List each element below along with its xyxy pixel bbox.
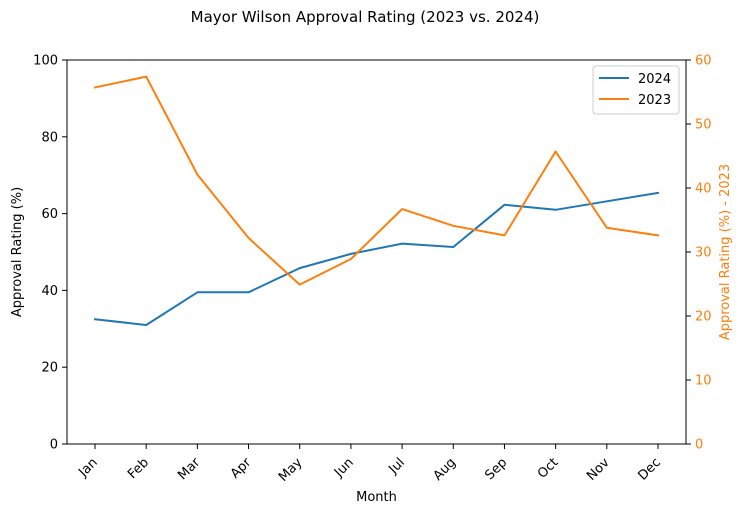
chart-title: Mayor Wilson Approval Rating (2023 vs. 2… (191, 8, 540, 26)
x-tick-label: Mar (175, 455, 203, 483)
x-tick-label: Apr (228, 455, 255, 482)
series-layer (93, 75, 660, 326)
x-tick-label: Jan (75, 455, 100, 480)
x-tick-label: Jun (331, 455, 357, 481)
x-tick-label: Nov (584, 455, 613, 484)
x-tick-label: Aug (431, 455, 460, 484)
y-axis-right: 0 10 20 30 40 50 60 (686, 54, 712, 453)
y-tick-label-right: 20 (695, 310, 712, 325)
legend-label-2023: 2023 (638, 93, 671, 108)
plot-area (67, 60, 686, 444)
y-tick-label-right: 60 (695, 54, 712, 69)
x-tick-label: Sep (482, 455, 510, 483)
y-tick-label-right: 40 (695, 182, 712, 197)
y-axis-title-right: Approval Rating (%) - 2023 (718, 164, 733, 340)
y-axis-title-left: Approval Rating (%) (10, 187, 25, 317)
y-tick-label-right: 30 (695, 246, 712, 261)
y-axis-left: 0 20 40 60 80 100 (33, 54, 67, 453)
x-tick-label: Feb (125, 455, 152, 482)
y-tick-label-left: 0 (50, 438, 58, 453)
y-tick-label-left: 40 (41, 284, 58, 299)
x-tick-label: Oct (535, 455, 562, 482)
series-line-2024 (93, 191, 660, 326)
y-tick-label-left: 100 (33, 54, 58, 69)
y-tick-label-right: 50 (695, 118, 712, 133)
y-tick-label-left: 20 (41, 361, 58, 376)
series-line-2023 (93, 75, 660, 286)
x-tick-label: May (276, 455, 306, 485)
y-tick-label-left: 80 (41, 130, 58, 145)
y-tick-label-right: 0 (695, 438, 703, 453)
legend-label-2024: 2024 (638, 72, 671, 87)
y-tick-label-right: 10 (695, 374, 712, 389)
x-axis: Jan Feb Mar Apr May Jun Jul Aug Sep Oct Nov Dec (75, 444, 664, 485)
legend: 2024 2023 (592, 65, 680, 115)
y-tick-label-left: 60 (41, 207, 58, 222)
x-axis-title: Month (356, 490, 397, 505)
x-tick-label: Dec (635, 455, 663, 483)
x-tick-label: Jul (386, 455, 408, 477)
